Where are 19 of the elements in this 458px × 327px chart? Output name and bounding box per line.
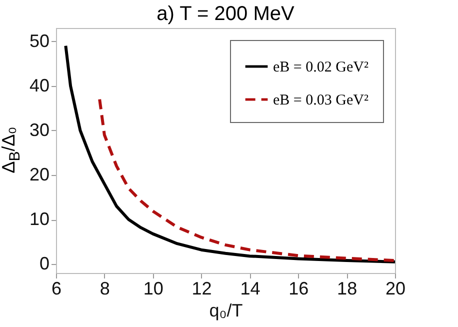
x-tick-label: 14 — [240, 278, 260, 298]
x-tick-label: 18 — [337, 278, 358, 298]
y-tick-label: 10 — [29, 209, 50, 230]
y-tick-label: 50 — [29, 30, 50, 51]
y-tick-label: 20 — [29, 164, 50, 184]
x-tick-label: 6 — [51, 278, 62, 298]
line-series — [64, 44, 395, 264]
x-axis-title: q₀/T — [209, 300, 243, 320]
legend-label: eB = 0.02 GeV² — [273, 60, 369, 76]
x-tick-label: 8 — [100, 278, 110, 298]
y-tick-label: 0 — [39, 254, 50, 274]
y-tick-label: 30 — [29, 120, 50, 140]
x-tick-label: 10 — [143, 278, 164, 298]
x-tick-label: 12 — [192, 278, 212, 298]
chart-title: a) T = 200 MeV — [156, 3, 295, 25]
y-tick-label: 40 — [29, 75, 50, 96]
x-tick-label: 16 — [288, 278, 309, 298]
x-tick-label: 20 — [385, 278, 406, 298]
legend-label: eB = 0.03 GeV² — [273, 92, 369, 108]
